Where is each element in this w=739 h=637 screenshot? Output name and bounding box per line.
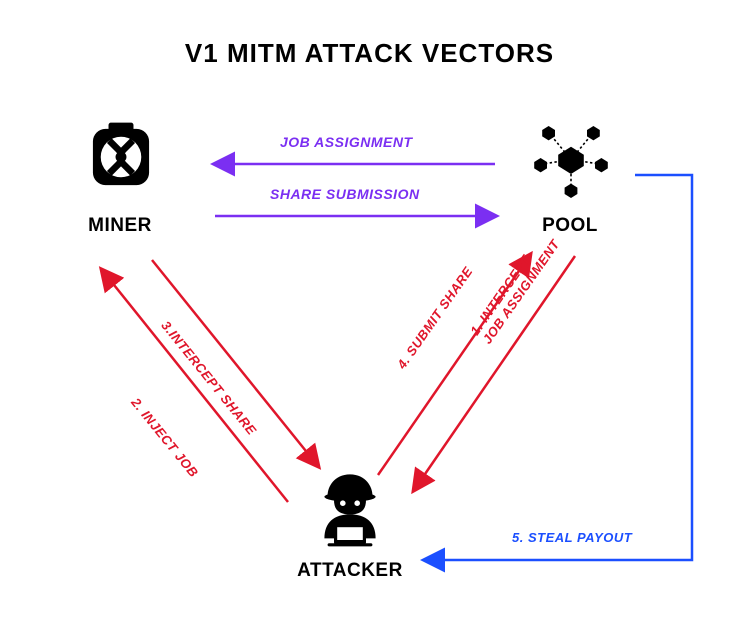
miner-icon	[82, 118, 160, 201]
diagram-title: V1 MITM ATTACK VECTORS	[0, 38, 739, 69]
label-steal-payout: 5. STEAL PAYOUT	[512, 530, 632, 545]
miner-label: MINER	[70, 215, 170, 237]
pool-icon	[523, 118, 619, 203]
label-inject-job: 2. INJECT JOB	[128, 395, 201, 480]
label-job-assignment: JOB ASSIGNMENT	[280, 134, 413, 150]
edge-intercept-share	[152, 260, 318, 466]
label-submit-share: 4. SUBMIT SHARE	[394, 264, 476, 372]
label-share-submission: SHARE SUBMISSION	[270, 186, 420, 202]
attacker-label: ATTACKER	[290, 560, 410, 582]
attacker-icon	[310, 468, 390, 553]
label-intercept-job: 1. INTERCEPT JOB ASSIGNMENT	[468, 229, 563, 347]
label-intercept-share: 3.INTERCEPT SHARE	[158, 318, 259, 438]
